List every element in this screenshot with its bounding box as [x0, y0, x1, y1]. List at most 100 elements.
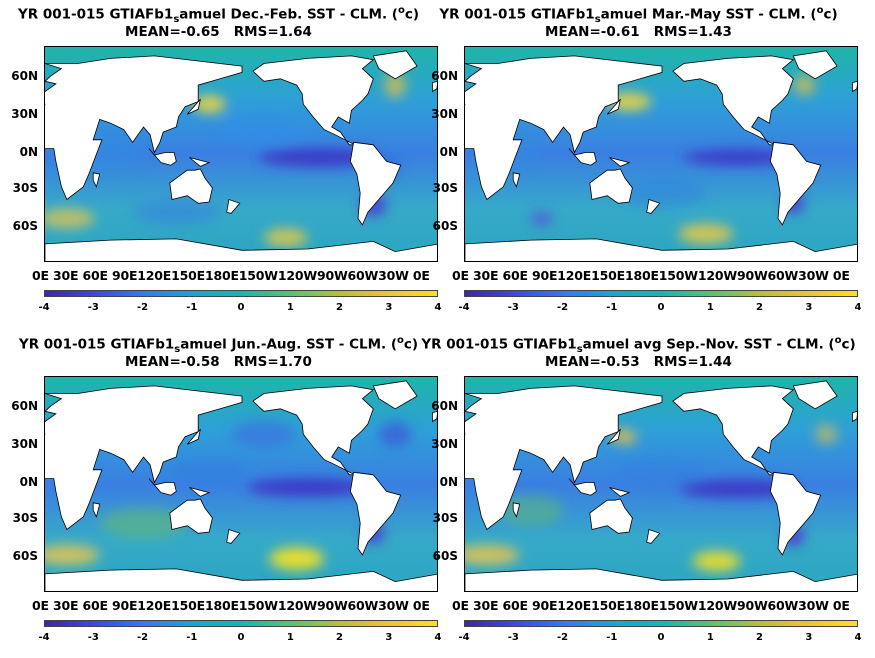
land-mass	[92, 502, 101, 518]
colorbar-tick: -2	[136, 632, 149, 643]
lat-label: 60N	[11, 399, 38, 413]
land-mass	[465, 568, 857, 591]
anomaly-region	[45, 208, 95, 229]
colorbar	[464, 620, 858, 627]
land-mass	[431, 81, 437, 93]
land-mass	[252, 385, 375, 476]
title-superscript: o	[816, 5, 824, 16]
anomaly-region	[170, 459, 248, 485]
colorbar-tick: 0	[657, 302, 665, 313]
land-mass	[189, 157, 211, 167]
title-end: c)	[404, 6, 420, 23]
land-mass	[45, 385, 243, 531]
colorbar-tick: -1	[186, 632, 198, 643]
title-rest: amuel Jun.-Aug. SST - CLM. (	[180, 336, 398, 353]
colorbar-tick: 4	[854, 302, 862, 313]
colorbar-tick: 3	[385, 632, 393, 643]
colorbar-tick: 2	[756, 632, 763, 643]
land-mass	[606, 428, 621, 445]
land-mass	[589, 168, 633, 204]
panel-stats: MEAN=-0.65 RMS=1.64	[125, 24, 312, 40]
land-mass	[252, 55, 375, 146]
map-panel-djf: YR 001-015 GTIAFb1samuel Dec.-Feb. SST -…	[0, 0, 441, 328]
colorbar-tick: 1	[286, 632, 294, 643]
sst-anomaly-map	[44, 376, 438, 592]
lat-label: 0N	[19, 475, 38, 489]
anomaly-region	[618, 457, 706, 488]
colorbar-tick: 4	[434, 302, 442, 313]
anomaly-region	[618, 177, 706, 209]
colorbar-tick: 2	[336, 302, 343, 313]
lat-label: 60S	[12, 219, 38, 233]
colorbar-tick: 0	[657, 632, 665, 643]
title-subscript: s	[594, 14, 601, 26]
colorbar-tick: -3	[87, 302, 99, 313]
sst-anomaly-map	[464, 46, 858, 262]
colorbar-tick: -4	[458, 302, 470, 313]
land-mass	[372, 380, 418, 410]
anomaly-region	[269, 547, 325, 571]
anomaly-region	[815, 424, 838, 445]
panel-title: YR 001-015 GTIAFb1samuel Mar.-May SST - …	[420, 2, 857, 28]
land-mass	[851, 411, 857, 423]
land-mass	[226, 198, 241, 214]
colorbar-tick: -1	[606, 632, 618, 643]
anomaly-region	[465, 544, 520, 566]
lon-labels: 0E 30E 60E 90E120E150E180E150W120W90W60W…	[452, 598, 850, 613]
lat-label: 60N	[431, 69, 458, 83]
land-mass	[769, 141, 822, 226]
colorbar-tick: -3	[507, 302, 519, 313]
colorbar-tick: -2	[136, 302, 149, 313]
colorbar	[44, 290, 438, 297]
lon-labels: 0E 30E 60E 90E120E150E180E150W120W90W60W…	[32, 268, 430, 283]
colorbar-tick: 4	[434, 632, 442, 643]
anomaly-region	[263, 228, 308, 247]
lat-label: 30S	[432, 511, 458, 525]
land-mass	[769, 471, 822, 556]
anomaly-region	[247, 478, 368, 497]
colorbar-tick: 1	[706, 632, 714, 643]
title-main: YR 001-015 GTIAFb1	[18, 336, 175, 353]
panel-title: YR 001-015 GTIAFb1samuel Dec.-Feb. SST -…	[0, 2, 437, 28]
lat-label: 0N	[439, 475, 458, 489]
anomaly-region	[132, 199, 221, 225]
land-mass	[349, 471, 402, 556]
land-mass	[186, 98, 201, 115]
panel-stats: MEAN=-0.61 RMS=1.43	[545, 24, 732, 40]
land-mass	[606, 98, 621, 115]
title-subscript: s	[576, 344, 583, 356]
colorbar-tick: -4	[458, 632, 470, 643]
anomaly-region	[683, 149, 794, 166]
lat-label: 30S	[12, 511, 38, 525]
title-main: YR 001-015 GTIAFb1	[17, 6, 174, 23]
colorbar-tick: 0	[237, 302, 245, 313]
map-panel-son: YR 001-015 GTIAFb1samuel avg Sep.-Nov. S…	[420, 330, 861, 658]
title-rest: amuel Dec.-Feb. SST - CLM. (	[179, 6, 398, 23]
anomaly-region	[692, 551, 741, 572]
lat-label: 30N	[431, 437, 458, 451]
lat-label: 30S	[432, 181, 458, 195]
colorbar-tick: -3	[87, 632, 99, 643]
lon-labels: 0E 30E 60E 90E120E150E180E150W120W90W60W…	[32, 598, 430, 613]
land-mass	[465, 238, 857, 261]
colorbar-tick: -3	[507, 632, 519, 643]
anomaly-region	[258, 148, 379, 167]
land-mass	[431, 411, 437, 423]
lat-label: 30N	[431, 107, 458, 121]
lat-label: 30N	[11, 437, 38, 451]
title-end: c)	[403, 336, 419, 353]
land-mass	[609, 487, 631, 497]
land-mass	[169, 498, 213, 534]
colorbar-tick: 3	[805, 632, 813, 643]
lat-label: 30S	[12, 181, 38, 195]
land-mass	[45, 568, 437, 591]
title-superscript: o	[834, 335, 842, 346]
title-main: YR 001-015 GTIAFb1	[421, 336, 577, 353]
title-superscript: o	[397, 335, 404, 346]
land-mass	[148, 478, 177, 496]
colorbar-tick: 2	[756, 302, 763, 313]
panel-stats: MEAN=-0.53 RMS=1.44	[545, 354, 732, 370]
map-panel-jja: YR 001-015 GTIAFb1samuel Jun.-Aug. SST -…	[0, 330, 441, 658]
colorbar-tick: -2	[556, 302, 569, 313]
land-mass	[465, 385, 663, 531]
